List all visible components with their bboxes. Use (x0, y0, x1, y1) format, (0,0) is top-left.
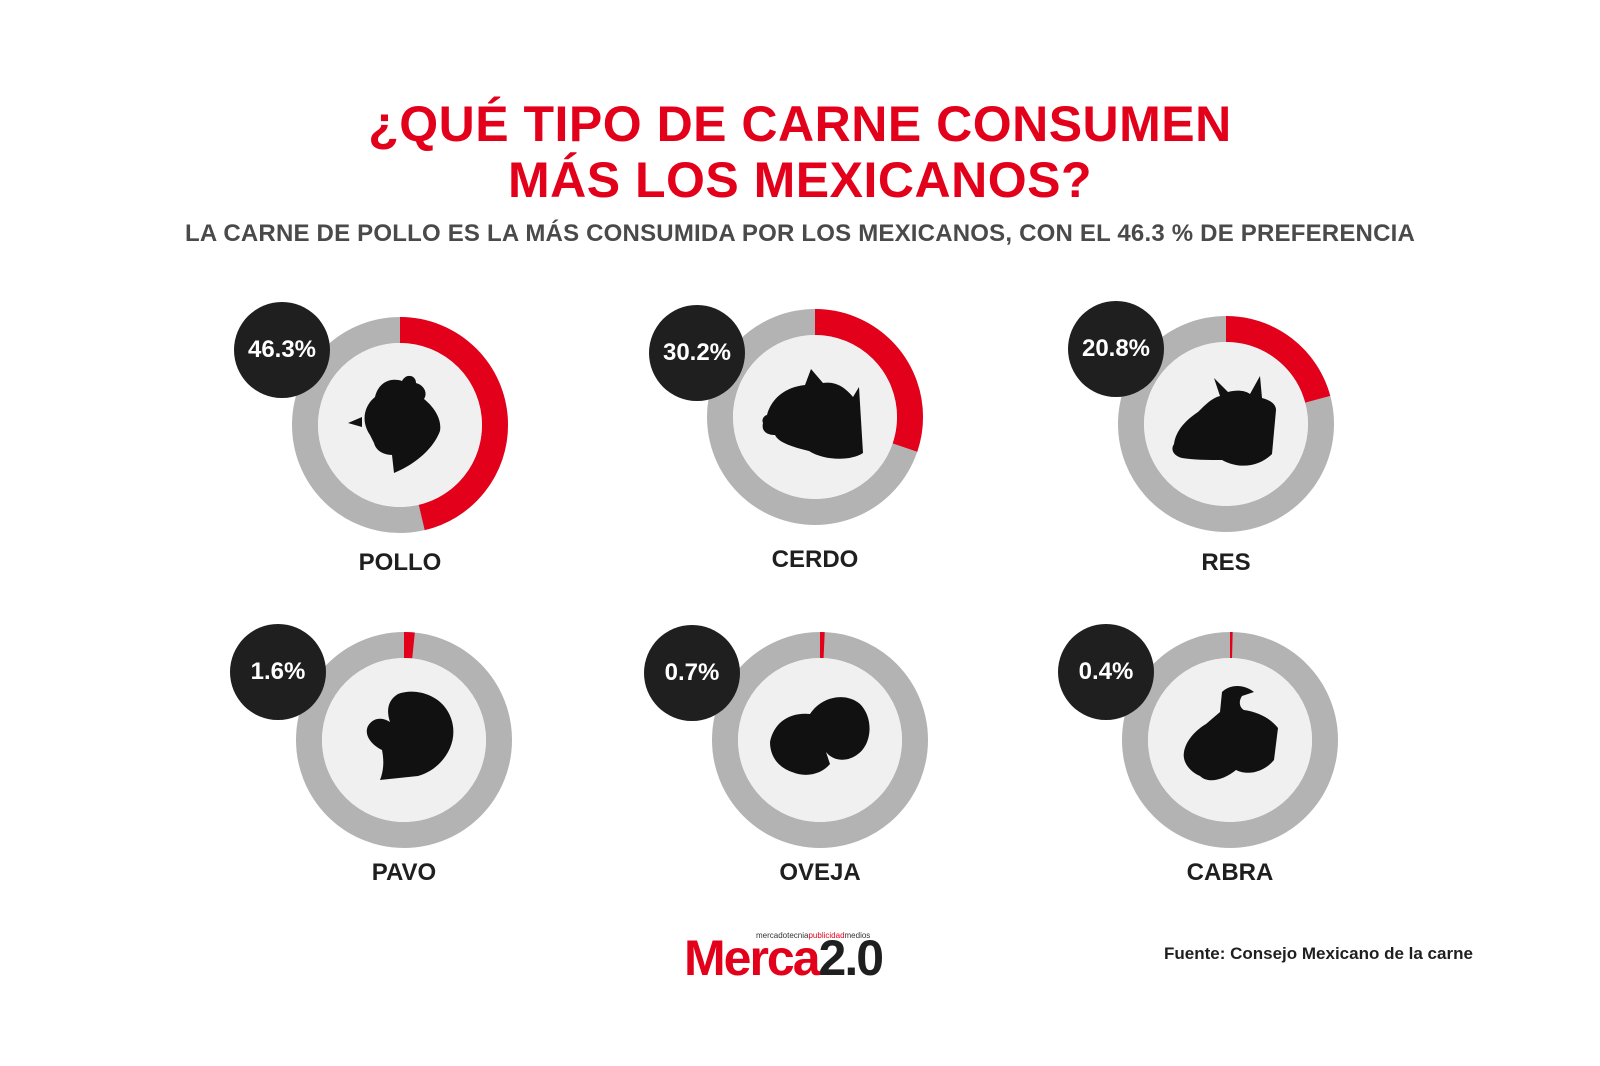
cow-icon (1172, 376, 1276, 466)
donut-card (1105, 615, 1355, 865)
logo-tagline: mercadotecniapublicidadmedios (756, 931, 870, 940)
donut-chart (1118, 316, 1334, 532)
donut-value-arc (712, 632, 928, 848)
donut-card (275, 300, 525, 550)
value-badge: 30.2% (649, 305, 745, 401)
category-label: PAVO (371, 859, 437, 886)
donut-value-arc (292, 317, 508, 533)
logo-tagline-mid: publicidad (808, 931, 845, 940)
value-badge: 20.8% (1068, 301, 1164, 397)
value-badge: 46.3% (234, 302, 330, 398)
donut-card (690, 292, 940, 542)
donut-value-arc (1118, 316, 1334, 532)
donut-chart (292, 317, 508, 533)
source-note: Fuente: Consejo Mexicano de la carne (1164, 944, 1473, 963)
donut-chart (712, 632, 928, 848)
donut-value-arc (707, 309, 923, 525)
donut-card (1101, 299, 1351, 549)
logo-word-red: Merca (684, 930, 821, 986)
value-badge: 0.7% (644, 625, 740, 721)
donut-value-arc (296, 632, 512, 848)
value-badge: 0.4% (1058, 624, 1154, 720)
donut-card (279, 615, 529, 865)
turkey-icon (366, 691, 454, 780)
donut-card (695, 615, 945, 865)
category-label: OVEJA (779, 859, 861, 886)
goat-icon (1183, 686, 1278, 781)
sheep-icon (770, 697, 870, 775)
donut-chart (296, 632, 512, 848)
merca-logo: mercadotecniapublicidadmedios Merca2.0 (684, 925, 924, 995)
donut-chart (1122, 632, 1338, 848)
pig-icon (762, 369, 863, 459)
chart-subtitle: LA CARNE DE POLLO ES LA MÁS CONSUMIDA PO… (184, 220, 1416, 247)
category-label: POLLO (358, 549, 442, 576)
logo-tagline-post: medios (844, 931, 871, 940)
category-label: CABRA (1186, 859, 1274, 886)
donut-chart (707, 309, 923, 525)
logo-word-black: 2.0 (818, 930, 885, 986)
chart-title-line-1: ¿QUÉ TIPO DE CARNE CONSUMEN (368, 96, 1232, 152)
chart-title-line-2: MÁS LOS MEXICANOS? (507, 152, 1093, 208)
category-label: CERDO (771, 546, 859, 573)
chicken-icon (348, 375, 441, 473)
logo-tagline-pre: mercadotecnia (756, 931, 809, 940)
chart-title: ¿QUÉ TIPO DE CARNE CONSUMEN MÁS LOS MEXI… (0, 96, 1600, 208)
category-label: RES (1201, 549, 1251, 576)
donut-value-arc (1122, 632, 1338, 848)
value-badge: 1.6% (230, 624, 326, 720)
logo-word: Merca2.0 (684, 929, 885, 987)
